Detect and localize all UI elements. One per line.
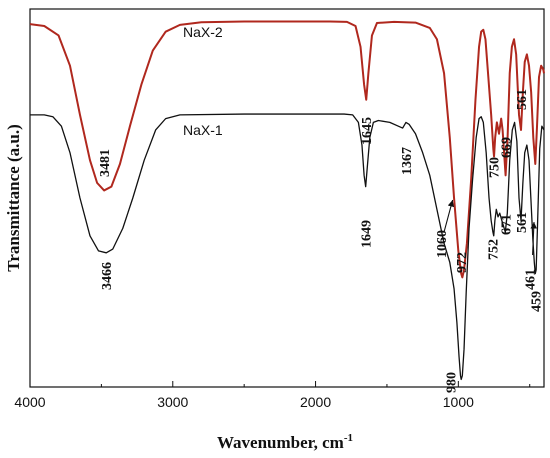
series-line-nax-1 <box>30 113 545 381</box>
peak-label-nax-2-750: 750 <box>488 157 503 178</box>
x-axis-title-main: Wavenumber, cm <box>217 433 344 452</box>
peak-label-nax-2-3481: 3481 <box>98 149 113 177</box>
peak-label-nax-1-3466: 3466 <box>100 262 115 290</box>
peak-label-nax-1-671: 671 <box>499 214 514 235</box>
peak-label-nax-1-1060: 1060 <box>435 230 450 258</box>
x-axis-title-sup: -1 <box>344 432 353 444</box>
peak-label-nax-2-972: 972 <box>455 252 470 273</box>
peak-label-nax-2-561: 561 <box>515 89 530 110</box>
peak-label-nax-1-1649: 1649 <box>360 220 375 248</box>
peak-label-nax-2-1645: 1645 <box>360 117 375 145</box>
inline-legend: NaX-2 NaX-1 <box>183 24 223 138</box>
x-tick-label: 1000 <box>443 394 474 410</box>
series-label-nax-2: NaX-2 <box>183 24 223 40</box>
peak-label-nax-1-461: 461 <box>524 269 539 290</box>
series-label-nax-1: NaX-1 <box>183 122 223 138</box>
peak-label-nax-1-459: 459 <box>530 291 545 312</box>
x-axis-title: Wavenumber, cm-1 <box>217 432 353 452</box>
tick-marks: 4000 3000 2000 1000 <box>14 381 531 410</box>
peak-label-nax-1-980: 980 <box>445 372 460 393</box>
x-tick-label: 2000 <box>300 394 331 410</box>
series-line-nax-2 <box>29 20 545 279</box>
peak-label-nax-1-752: 752 <box>487 239 502 260</box>
series-lines <box>29 20 545 381</box>
x-tick-label: 4000 <box>14 394 45 410</box>
peak-label-nax-1-1367: 1367 <box>400 147 415 175</box>
y-axis-title: Transmittance (a.u.) <box>4 124 23 271</box>
peak-label-nax-1-561: 561 <box>515 212 530 233</box>
peak-label-nax-2-669: 669 <box>500 137 515 158</box>
annotation-arrow-1060 <box>443 199 455 233</box>
plot-frame <box>29 8 545 388</box>
x-tick-label: 3000 <box>157 394 188 410</box>
annotation-arrow-461 <box>530 221 538 256</box>
